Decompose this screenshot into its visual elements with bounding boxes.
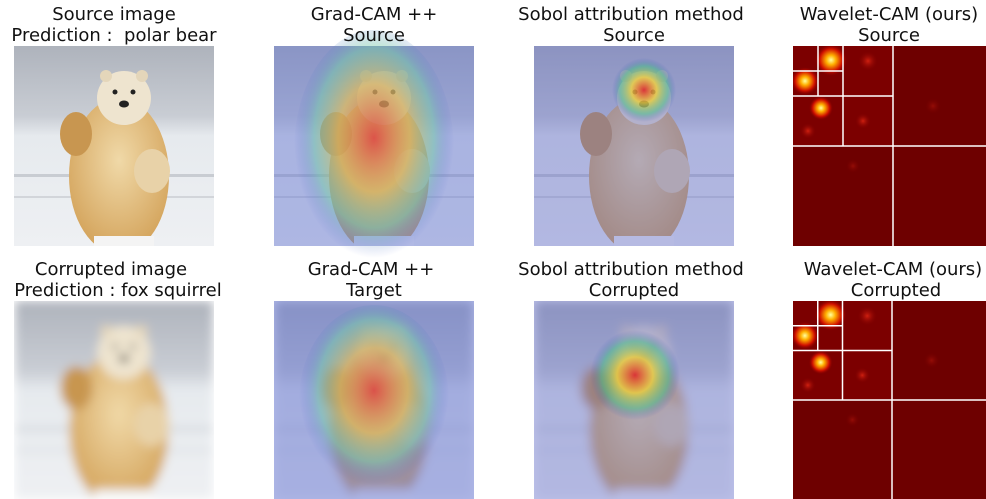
title-line: Wavelet-CAM (ours) bbox=[804, 259, 982, 280]
title-line: Source bbox=[343, 25, 405, 46]
title-line: Source bbox=[603, 25, 665, 46]
title-line: Prediction : polar bear bbox=[11, 25, 217, 46]
source-image bbox=[14, 46, 214, 246]
title-line: Corrupted bbox=[589, 280, 679, 301]
wavelet-source bbox=[793, 46, 986, 246]
wavelet-corrupted bbox=[793, 301, 986, 499]
title-line: Corrupted image bbox=[35, 259, 187, 280]
title-line: Sobol attribution method bbox=[518, 4, 744, 25]
gradcam-source bbox=[274, 30, 474, 270]
title-line: Sobol attribution method bbox=[518, 259, 744, 280]
corrupted-image bbox=[15, 301, 213, 499]
sobol-source bbox=[534, 46, 734, 246]
title-line: Prediction : fox squirrel bbox=[14, 280, 221, 301]
title-line: Corrupted bbox=[851, 280, 941, 301]
title-line: Grad-CAM ++ bbox=[308, 259, 435, 280]
title-line: Wavelet-CAM (ours) bbox=[800, 4, 978, 25]
title-line: Grad-CAM ++ bbox=[311, 4, 438, 25]
title-line: Source bbox=[858, 25, 920, 46]
title-line: Source image bbox=[52, 4, 176, 25]
gradcam-target bbox=[274, 301, 474, 499]
title-line: Target bbox=[345, 280, 402, 301]
sobol-corrupted bbox=[534, 301, 734, 499]
